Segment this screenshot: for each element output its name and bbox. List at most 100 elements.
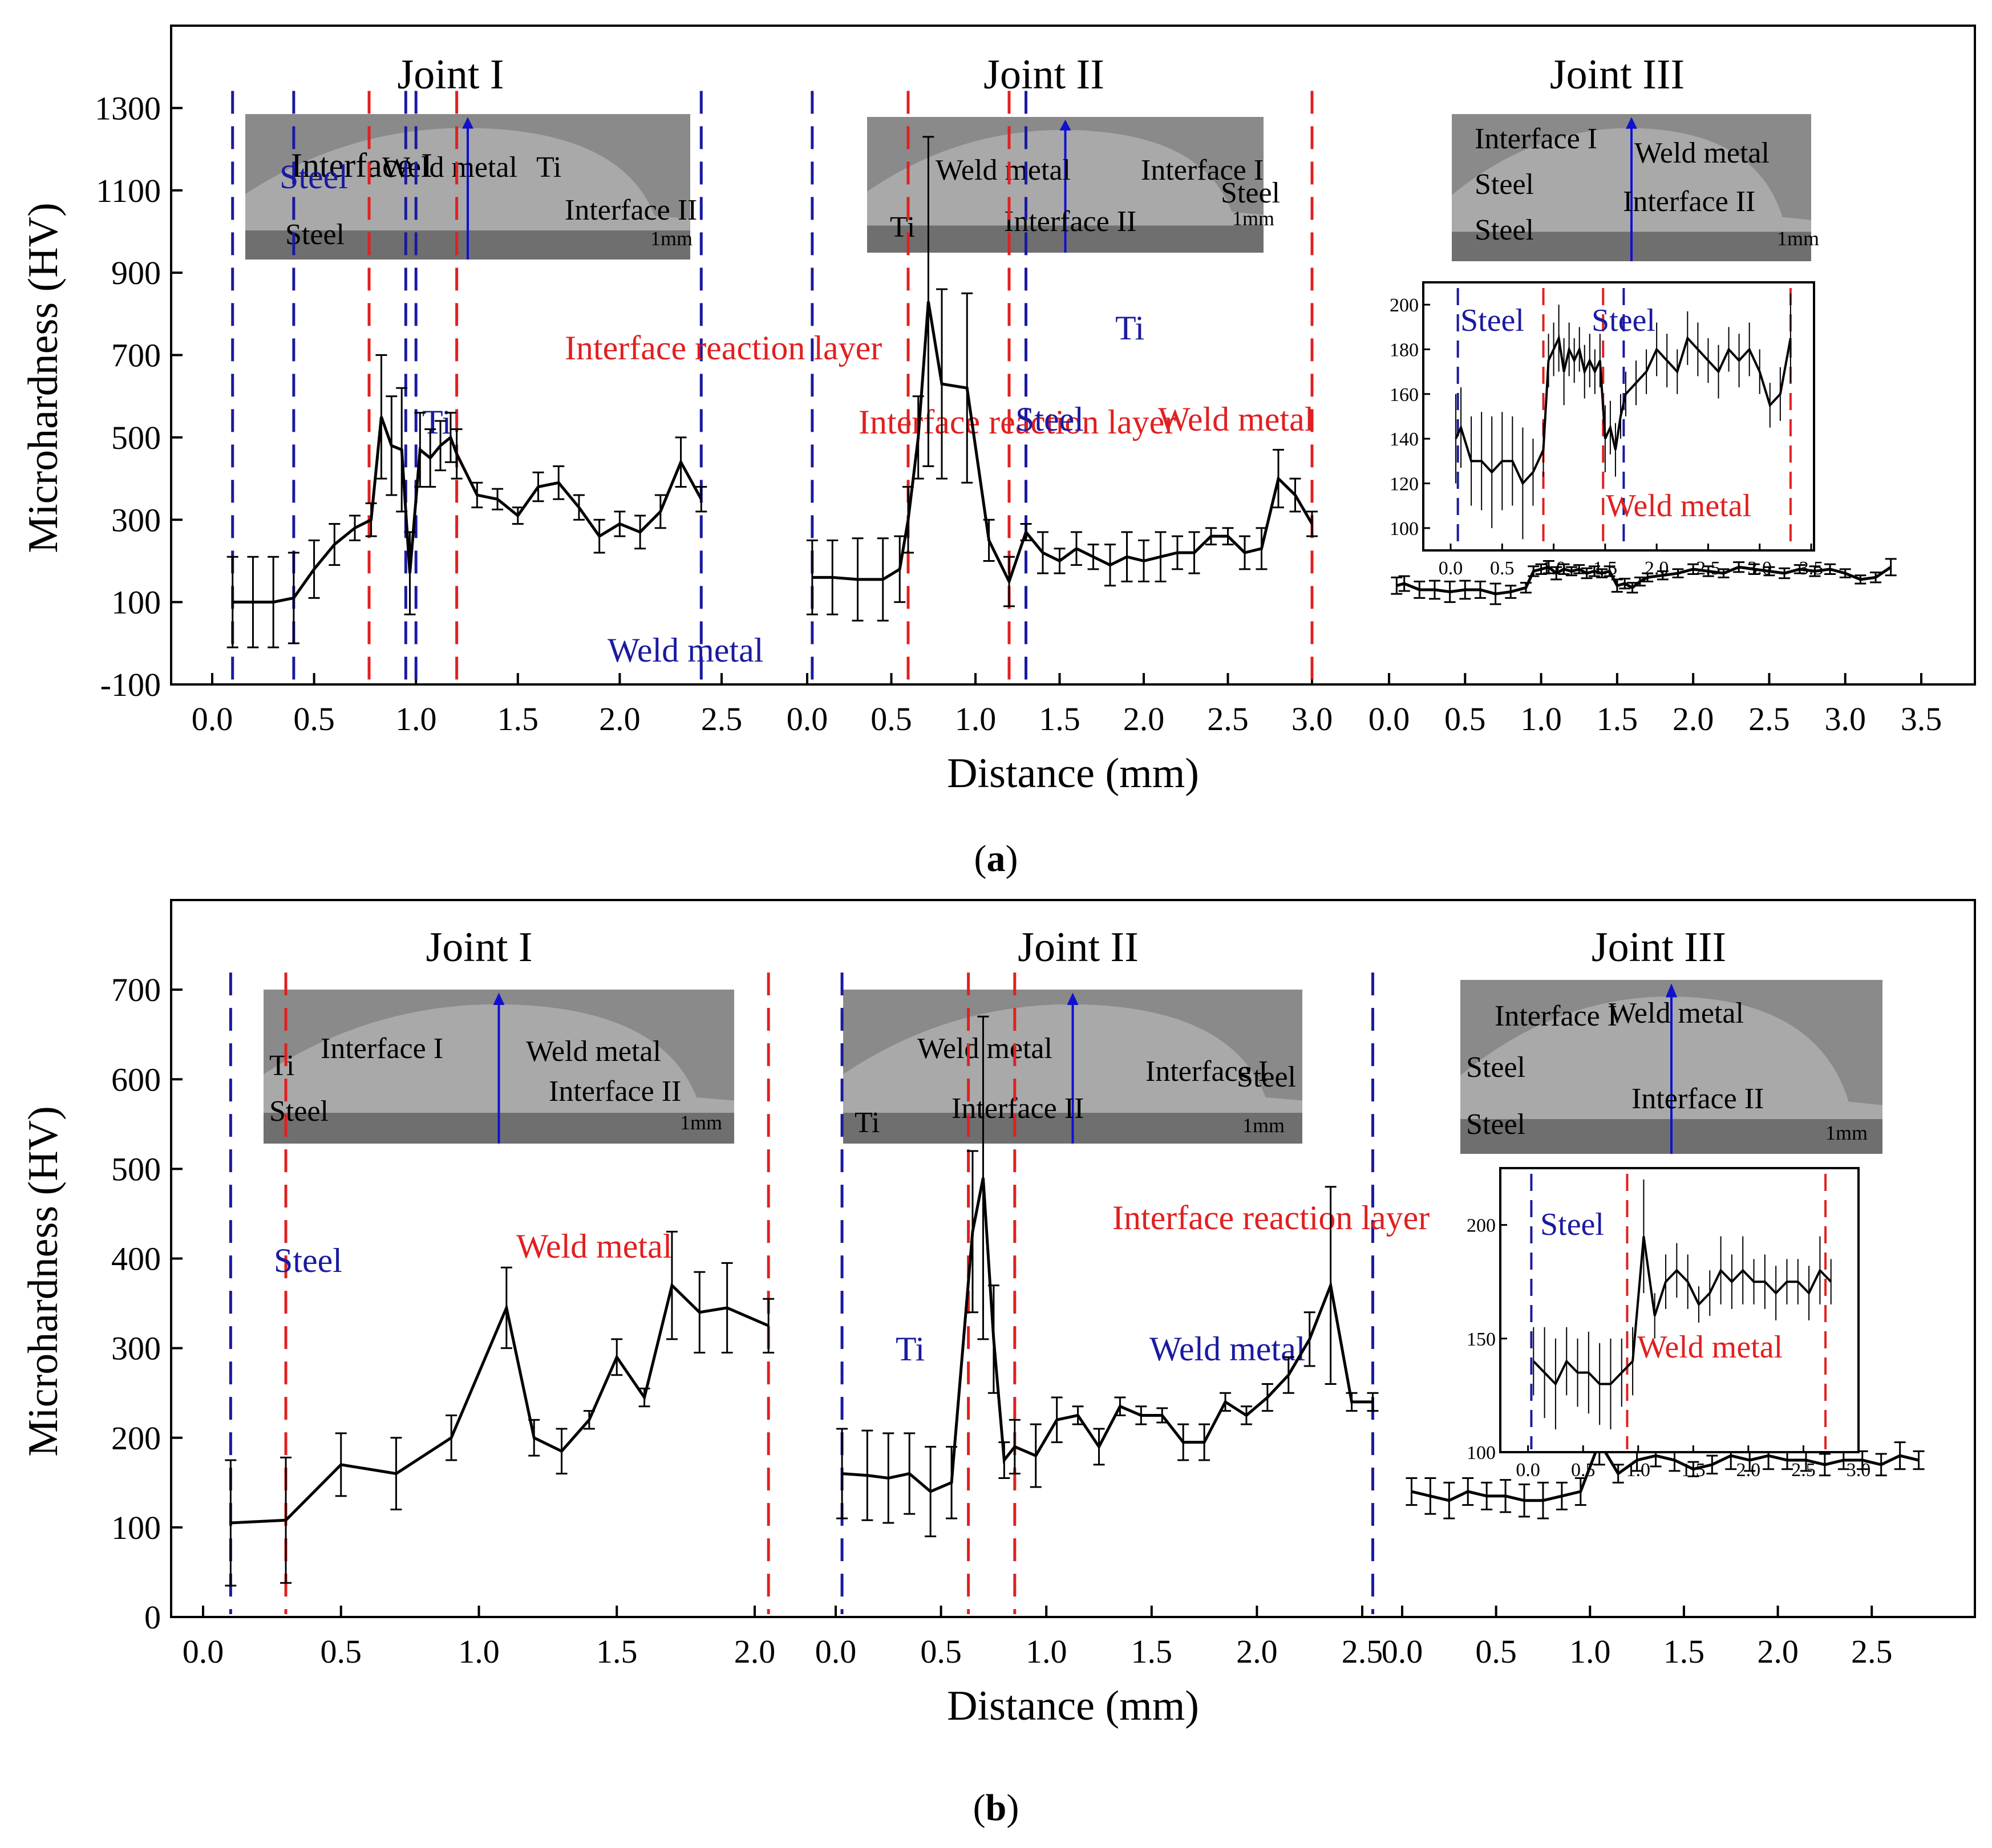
- region-label: Ti: [422, 403, 451, 441]
- micrograph-label: Ti: [855, 1107, 880, 1139]
- x-tick-label: 1.5: [497, 700, 539, 737]
- micrograph-label: Weld metal: [936, 154, 1071, 187]
- region-label: Interface reaction layer: [565, 329, 882, 367]
- micrograph-label: Weld metal: [382, 151, 517, 184]
- region-label: Weld metal: [1149, 1330, 1305, 1368]
- inset-x-tick-label: 2.5: [1696, 558, 1720, 579]
- x-tick-label: 0.5: [293, 700, 335, 737]
- micrograph-label: Ti: [890, 211, 915, 244]
- x-tick-label: 1.5: [1131, 1633, 1173, 1670]
- x-tick-label: 2.0: [599, 700, 641, 737]
- micrograph-label: Interface I: [1145, 1055, 1268, 1088]
- inset-region-label: Steel: [1460, 303, 1524, 338]
- x-tick-label: 0.0: [787, 700, 828, 737]
- y-tick-label: 0: [144, 1599, 161, 1636]
- x-tick-label: 0.5: [1475, 1633, 1517, 1670]
- inset-x-tick-label: 3.0: [1847, 1460, 1871, 1481]
- inset-frame: [1499, 1167, 1860, 1453]
- inset-plot: 100 150 200 0.0 0.5 1.0 1.5 2.0 2.5 3.0 Steel Weld …: [1467, 1167, 1871, 1481]
- region-label: Weld metal: [1158, 400, 1314, 438]
- inset-x-tick-label: 0.5: [1490, 558, 1515, 579]
- micrograph-label: Ti: [536, 151, 561, 184]
- joint-title: Joint III: [1592, 924, 1726, 971]
- y-tick-label: 1100: [96, 172, 161, 209]
- x-tick-label: 1.0: [458, 1633, 500, 1670]
- joint-title: Joint I: [426, 924, 532, 971]
- region-label: Weld metal: [516, 1227, 672, 1265]
- micrograph-label: Weld metal: [1609, 997, 1744, 1030]
- micrograph-label: Interface I: [321, 1032, 443, 1065]
- y-tick-label: 100: [111, 584, 161, 621]
- micrograph-image: Ti Interface I Weld metal Interface II Steel…: [264, 990, 734, 1144]
- inset-x-tick-label: 0.5: [1571, 1460, 1596, 1481]
- region-label: Steel: [274, 1242, 342, 1279]
- x-tick-label: 2.5: [1851, 1633, 1893, 1670]
- micrograph-label: 1mm: [1242, 1114, 1285, 1137]
- y-axis-label: Microhardness (HV): [20, 1106, 67, 1456]
- x-tick-label: 0.5: [871, 700, 912, 737]
- x-tick-label: 1.0: [955, 700, 997, 737]
- inset-x-tick-label: 1.5: [1681, 1460, 1706, 1481]
- x-tick-label: 1.5: [596, 1633, 638, 1670]
- y-tick-label: 100: [111, 1509, 161, 1546]
- arrow-head-icon: [1666, 983, 1677, 998]
- inset-x-tick-label: 1.0: [1541, 558, 1566, 579]
- inset-x-tick-label: 3.5: [1799, 558, 1824, 579]
- joint-title: Joint III: [1550, 51, 1685, 98]
- region-label: Ti: [1115, 309, 1144, 347]
- x-tick-label: 1.0: [1569, 1633, 1611, 1670]
- data-line: [1411, 1438, 1920, 1502]
- micrograph-label: 1mm: [650, 227, 693, 250]
- data-line: [232, 416, 703, 604]
- data-line: [812, 301, 1314, 586]
- micrograph-label: Interface I: [1141, 154, 1264, 187]
- micrograph-label: Interface II: [952, 1092, 1084, 1125]
- caption-a-text: a: [986, 838, 1006, 880]
- caption-a: (a): [974, 838, 1018, 880]
- x-tick-label: 2.0: [1123, 700, 1165, 737]
- x-tick-label: 2.0: [1757, 1633, 1799, 1670]
- x-axis-label: Distance (mm): [947, 750, 1199, 797]
- inset-y-tick-label: 100: [1467, 1442, 1496, 1464]
- x-tick-label: 1.5: [1597, 700, 1638, 737]
- panel-joint-iii: 0.0 0.5 1.0 1.5 2.0 2.5 3.0 3.5 Joint III Interfa…: [1369, 51, 1942, 737]
- micrograph-label: Steel: [1466, 1051, 1525, 1084]
- y-tick-label: 400: [111, 1241, 161, 1278]
- arrow-head-icon: [493, 992, 505, 1005]
- y-tick-label: 300: [111, 1330, 161, 1367]
- inset-y-tick-label: 160: [1390, 384, 1419, 406]
- y-tick-label: -100: [100, 666, 161, 703]
- inset-region-label: Steel: [1592, 303, 1655, 338]
- inset-region-label: Weld metal: [1606, 488, 1751, 524]
- caption-b-text: b: [985, 1787, 1007, 1829]
- inset-y-tick-label: 140: [1390, 429, 1419, 450]
- y-axis-label: Microhardness (HV): [20, 202, 67, 553]
- x-tick-label: 0.0: [183, 1633, 224, 1670]
- inset-x-tick-label: 0.0: [1516, 1460, 1540, 1481]
- inset-x-tick-label: 2.5: [1791, 1460, 1816, 1481]
- inset-region-label: Steel: [1540, 1207, 1604, 1242]
- x-tick-label: 1.5: [1663, 1633, 1705, 1670]
- micrograph-label: Interface II: [549, 1075, 681, 1108]
- x-tick-label: 2.5: [1748, 700, 1790, 737]
- region-label: Steel: [1015, 400, 1084, 438]
- micrograph-label: Weld metal: [1634, 137, 1770, 169]
- x-tick-label: 3.0: [1291, 700, 1333, 737]
- arrow-head-icon: [462, 117, 473, 129]
- micrograph-label: Interface II: [565, 194, 697, 226]
- panel-joint-i: 0.0 0.5 1.0 1.5 2.0 Joint I Ti Interface I Weld …: [183, 924, 776, 1670]
- inset-region-label: Weld metal: [1637, 1330, 1783, 1365]
- region-label: Weld metal: [608, 631, 763, 669]
- arrow-head-icon: [1626, 117, 1637, 129]
- inset-y-tick-label: 200: [1467, 1215, 1496, 1237]
- micrograph-label: Interface I: [1495, 1000, 1617, 1032]
- micrograph-label: 1mm: [680, 1111, 722, 1134]
- micrograph-label: 1mm: [1825, 1121, 1868, 1144]
- x-tick-label: 1.0: [1520, 700, 1562, 737]
